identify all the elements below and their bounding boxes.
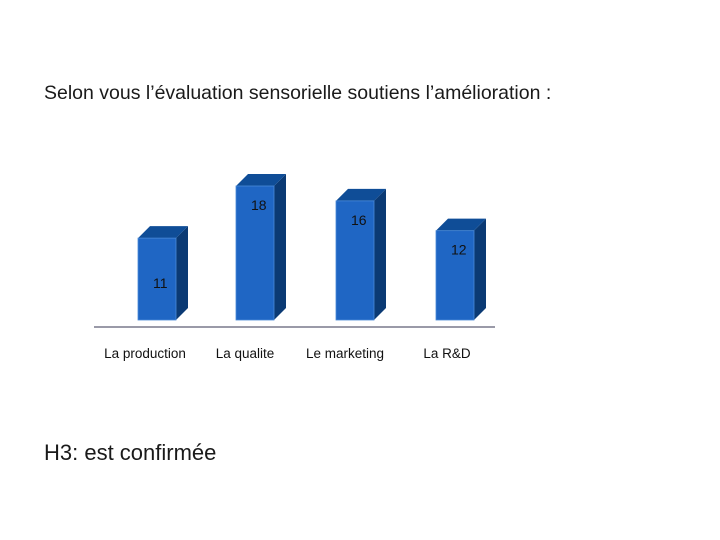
bar-side bbox=[176, 226, 188, 320]
category-label: La R&D bbox=[423, 346, 471, 361]
labels-layer: 11 La production 18 La qualite 16 Le marketin… bbox=[104, 197, 471, 361]
bars-layer bbox=[137, 174, 486, 321]
data-label: 18 bbox=[251, 197, 267, 213]
data-label: 16 bbox=[351, 212, 367, 228]
category-label: La production bbox=[104, 346, 186, 361]
category-label: Le marketing bbox=[306, 346, 384, 361]
bar-3 bbox=[335, 188, 386, 321]
bar-top bbox=[138, 226, 188, 239]
data-label: 11 bbox=[153, 275, 168, 291]
bar-front bbox=[137, 237, 177, 321]
bar-side bbox=[474, 218, 486, 320]
bar-side bbox=[274, 174, 286, 320]
data-label: 12 bbox=[451, 242, 467, 258]
bar-side bbox=[374, 188, 386, 320]
conclusion-text: H3: est confirmée bbox=[44, 440, 217, 465]
category-label: La qualite bbox=[216, 346, 275, 361]
bar-top bbox=[236, 174, 286, 186]
bar-2 bbox=[235, 174, 286, 321]
bar-front bbox=[235, 185, 275, 321]
bar-front bbox=[435, 230, 475, 321]
slide-title: Selon vous l’évaluation sensorielle sout… bbox=[44, 82, 552, 104]
bar-1 bbox=[137, 226, 188, 321]
bar-top bbox=[336, 188, 386, 201]
bar-4 bbox=[435, 218, 486, 321]
bar-top bbox=[436, 218, 486, 231]
bar-front bbox=[335, 200, 375, 321]
